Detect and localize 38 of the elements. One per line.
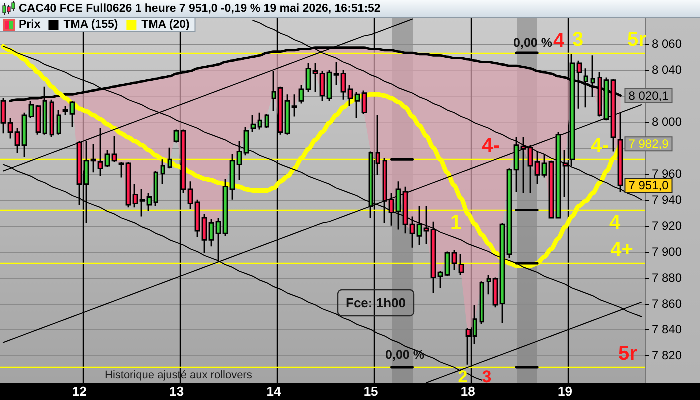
y-tick-label: 8 000: [652, 114, 682, 129]
y-tick-label: 7 840: [652, 322, 682, 337]
annotation: 4-: [591, 135, 609, 157]
text: 7 951,0: [628, 178, 669, 193]
annotation: 2: [458, 368, 468, 386]
x-tick-label: 13: [170, 384, 184, 399]
annotation: 1: [450, 212, 462, 234]
y-tick-label: 8 040: [652, 62, 682, 77]
data-label: 8 020,1: [628, 88, 670, 103]
annotation: 0,00 %: [386, 348, 424, 362]
annotation: 5r: [618, 343, 638, 365]
y-tick-label: 7 820: [652, 348, 682, 363]
legend-label: Prix: [19, 19, 42, 31]
y-tick-label: 7 860: [652, 296, 682, 311]
y-tick-label: 7 960: [652, 166, 682, 181]
x-tick-label: 14: [266, 384, 282, 399]
y-tick-label: 7 940: [652, 192, 682, 207]
y-tick-label: 8 060: [652, 36, 682, 51]
annotation: 4+: [610, 239, 634, 261]
annotation: 3: [482, 368, 492, 386]
x-tick-label: 18: [460, 384, 476, 399]
y-tick-label: 7 900: [652, 244, 682, 259]
x-tick-label: 15: [364, 384, 378, 399]
data-label: 7 982,9: [628, 137, 670, 152]
annotation: 3: [572, 29, 584, 51]
annotation: Fce: 1h00: [346, 296, 406, 310]
y-tick-label: 7 880: [652, 270, 682, 285]
annotation: 0,00 %: [514, 36, 552, 50]
legend-label: TMA (20): [142, 19, 190, 31]
annotation: 5r: [628, 29, 647, 51]
legend-label: TMA (155): [64, 19, 118, 31]
annotation: 4: [553, 30, 566, 52]
annotation: 4-: [482, 135, 500, 157]
chart-title: CAC40 FCE Full0626 1 heure 7 951,0 -0,19 % 19 mai 2026, 16:51:52: [19, 2, 381, 16]
annotation: 4: [609, 212, 622, 234]
x-tick-label: 12: [72, 384, 87, 399]
y-tick-label: 7 920: [652, 218, 682, 233]
x-tick-label: 19: [558, 384, 572, 399]
